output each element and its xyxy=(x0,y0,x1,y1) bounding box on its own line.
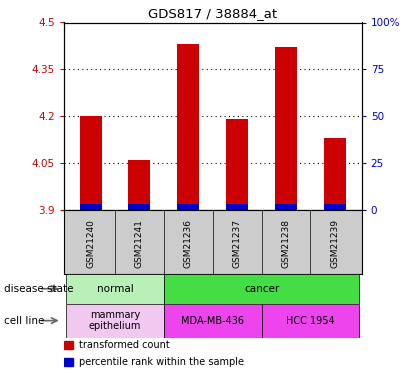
Text: cell line: cell line xyxy=(4,316,44,326)
Text: cancer: cancer xyxy=(244,284,279,294)
Bar xyxy=(80,204,102,210)
Bar xyxy=(275,48,297,210)
Bar xyxy=(128,160,150,210)
Bar xyxy=(324,138,346,210)
Bar xyxy=(261,304,359,338)
Text: GSM21236: GSM21236 xyxy=(184,219,193,268)
Bar xyxy=(66,304,164,338)
Bar xyxy=(66,274,164,304)
Bar xyxy=(275,204,297,210)
Bar xyxy=(177,204,199,210)
Text: GSM21240: GSM21240 xyxy=(86,219,95,268)
Text: MDA-MB-436: MDA-MB-436 xyxy=(181,316,244,326)
Text: mammary
epithelium: mammary epithelium xyxy=(89,310,141,332)
Bar xyxy=(164,274,359,304)
Text: GSM21238: GSM21238 xyxy=(282,219,291,268)
Bar xyxy=(226,119,248,210)
Text: percentile rank within the sample: percentile rank within the sample xyxy=(79,357,244,367)
Bar xyxy=(164,304,261,338)
Title: GDS817 / 38884_at: GDS817 / 38884_at xyxy=(148,7,277,20)
Text: normal: normal xyxy=(97,284,134,294)
Text: GSM21239: GSM21239 xyxy=(330,219,339,268)
Bar xyxy=(324,204,346,210)
Bar xyxy=(226,204,248,210)
Bar xyxy=(64,358,73,366)
Text: GSM21237: GSM21237 xyxy=(233,219,242,268)
Text: HCC 1954: HCC 1954 xyxy=(286,316,335,326)
Bar xyxy=(177,44,199,210)
Text: transformed count: transformed count xyxy=(79,340,170,350)
Bar xyxy=(64,341,73,349)
Text: disease state: disease state xyxy=(4,284,74,294)
Text: GSM21241: GSM21241 xyxy=(135,219,144,268)
Bar xyxy=(80,116,102,210)
Bar xyxy=(128,204,150,210)
